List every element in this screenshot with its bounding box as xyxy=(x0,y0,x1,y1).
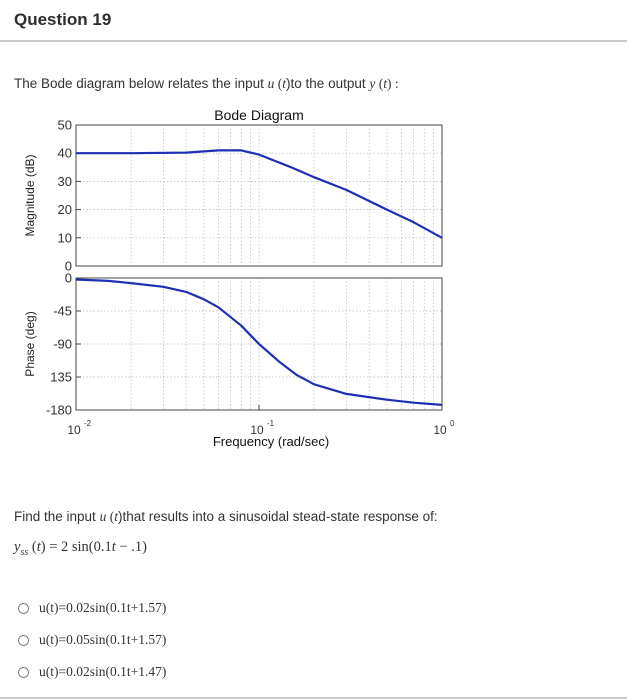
answer-option-2[interactable]: u(t)=0.05sin(0.1t+1.57) xyxy=(18,624,166,656)
phase-ytick-label: 0 xyxy=(65,271,72,286)
yss-t2: t xyxy=(111,539,116,555)
answer-option-1-label: u(t)=0.02sin(0.1t+1.57) xyxy=(39,600,167,615)
answer-option-3[interactable]: u(t)=0.02sin(0.1t+1.47) xyxy=(18,656,166,688)
magnitude-ytick-label: 10 xyxy=(58,230,72,245)
find-suffix: )that results into a sinusoidal stead-st… xyxy=(117,509,438,524)
magnitude-ytick-label: 30 xyxy=(58,174,72,189)
phase-ylabel: Phase (deg) xyxy=(23,311,37,376)
phase-ytick-label: -45 xyxy=(53,304,72,319)
xtick-label-exponent: -1 xyxy=(267,419,275,428)
radio-button-3[interactable] xyxy=(18,666,29,678)
radio-button-2[interactable] xyxy=(18,634,29,646)
chart-title: Bode Diagram xyxy=(214,107,304,123)
yss-open: ( xyxy=(28,539,37,555)
intro-y-open: ( xyxy=(375,76,384,91)
radio-button-1[interactable] xyxy=(18,602,29,614)
yss-y: y xyxy=(14,539,21,555)
xtick-label-exponent: -2 xyxy=(84,419,92,428)
answer-option-3-label: u(t)=0.02sin(0.1t+1.47) xyxy=(39,664,167,679)
bottom-divider xyxy=(0,697,627,699)
intro-text: The Bode diagram below relates the input xyxy=(14,76,268,91)
intro-t2: t xyxy=(383,76,387,91)
xtick-label-base: 10 xyxy=(67,423,81,437)
intro-end: ) : xyxy=(387,76,399,91)
intro-u-open: ( xyxy=(274,76,283,91)
magnitude-ytick-label: 20 xyxy=(58,202,72,217)
magnitude-ylabel: Magnitude (dB) xyxy=(23,154,37,236)
magnitude-series-line xyxy=(76,149,443,239)
answer-option-1[interactable]: u(t)=0.02sin(0.1t+1.57) xyxy=(18,592,166,624)
xtick-label-base: 10 xyxy=(433,423,447,437)
yss-subscript: ss xyxy=(20,546,29,558)
magnitude-ytick-label: 40 xyxy=(58,146,72,161)
phase-ytick-label: -180 xyxy=(46,403,72,418)
yss-t: t xyxy=(36,539,41,555)
find-u-open: ( xyxy=(106,509,115,524)
phase-ytick-label: -90 xyxy=(53,337,72,352)
intro-y: y xyxy=(369,76,376,91)
phase-ytick-label: 135 xyxy=(50,370,72,385)
intro-u: u xyxy=(267,76,275,91)
xtick-label-exponent: 0 xyxy=(450,419,455,428)
steady-state-equation: yss (t) = 2 sin(0.1t − .1) xyxy=(14,539,147,558)
phase-series-line xyxy=(75,278,443,406)
xlabel: Frequency (rad/sec) xyxy=(213,434,329,449)
yss-rest: ) = 2 sin(0.1 xyxy=(40,539,112,555)
find-t: t xyxy=(114,509,118,524)
intro-mid: )to the output xyxy=(286,76,370,91)
question-header: Question 19 xyxy=(0,0,627,42)
find-text: Find the input xyxy=(14,509,100,524)
intro-t1: t xyxy=(282,76,287,91)
magnitude-ytick-label: 0 xyxy=(65,259,72,274)
question-title: Question 19 xyxy=(14,10,112,29)
xtick-label-base: 10 xyxy=(250,423,264,437)
find-u: u xyxy=(99,509,107,524)
question-intro: The Bode diagram below relates the input… xyxy=(14,76,399,92)
find-prompt: Find the input u (t)that results into a … xyxy=(14,509,438,525)
answer-options: u(t)=0.02sin(0.1t+1.57) u(t)=0.05sin(0.1… xyxy=(18,592,166,688)
yss-end: − .1) xyxy=(115,539,147,555)
answer-option-2-label: u(t)=0.05sin(0.1t+1.57) xyxy=(39,632,167,647)
magnitude-ytick-label: 50 xyxy=(58,118,72,133)
